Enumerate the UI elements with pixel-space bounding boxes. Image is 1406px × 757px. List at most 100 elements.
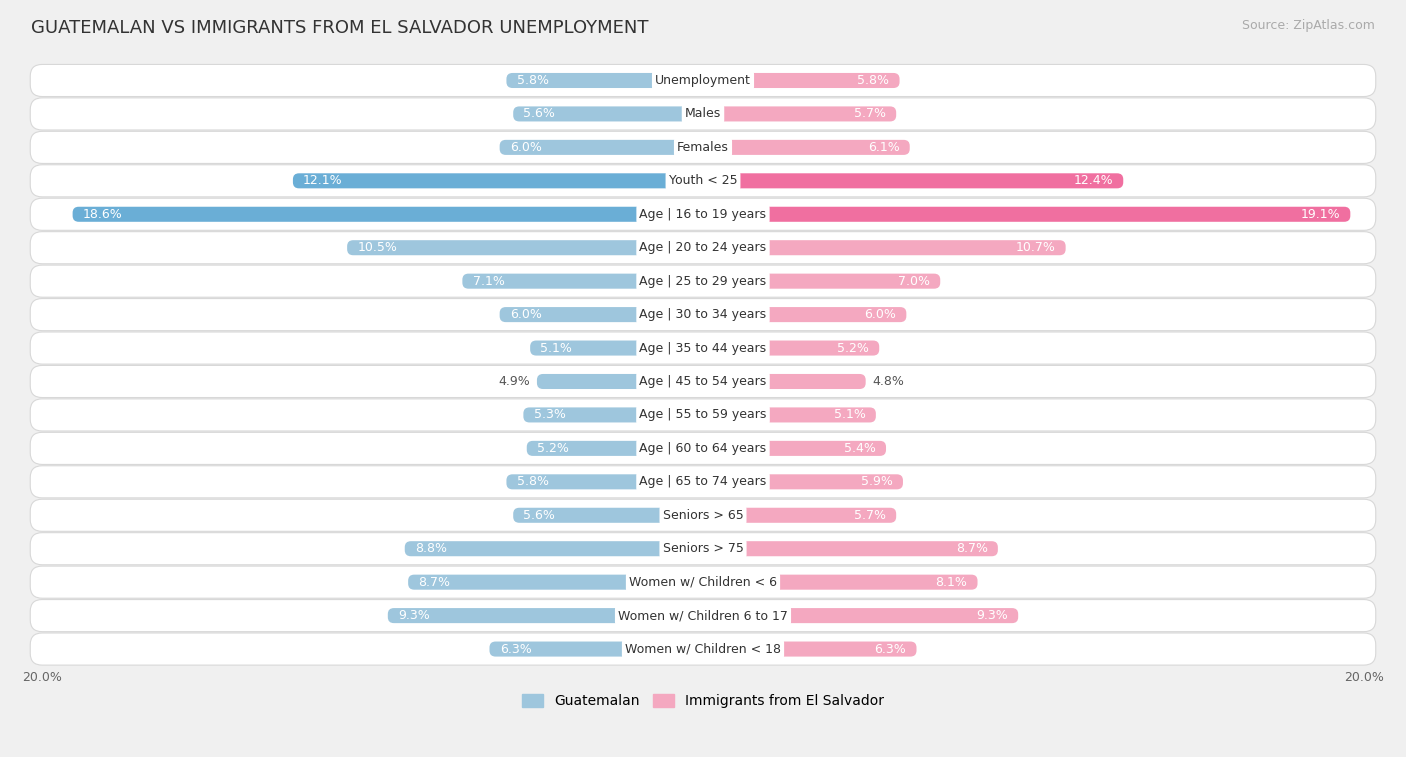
Text: Age | 16 to 19 years: Age | 16 to 19 years: [640, 207, 766, 221]
Text: Women w/ Children < 18: Women w/ Children < 18: [626, 643, 780, 656]
Text: 8.7%: 8.7%: [419, 575, 450, 589]
Text: Youth < 25: Youth < 25: [669, 174, 737, 187]
Text: 5.4%: 5.4%: [844, 442, 876, 455]
Legend: Guatemalan, Immigrants from El Salvador: Guatemalan, Immigrants from El Salvador: [516, 689, 890, 714]
FancyBboxPatch shape: [31, 198, 1375, 230]
Text: 5.1%: 5.1%: [834, 409, 866, 422]
Text: 5.8%: 5.8%: [516, 475, 548, 488]
FancyBboxPatch shape: [703, 273, 941, 288]
FancyBboxPatch shape: [31, 131, 1375, 164]
FancyBboxPatch shape: [292, 173, 703, 188]
Text: 5.1%: 5.1%: [540, 341, 572, 354]
FancyBboxPatch shape: [31, 533, 1375, 565]
Text: Age | 60 to 64 years: Age | 60 to 64 years: [640, 442, 766, 455]
FancyBboxPatch shape: [527, 441, 703, 456]
Text: Age | 30 to 34 years: Age | 30 to 34 years: [640, 308, 766, 321]
Text: Males: Males: [685, 107, 721, 120]
Text: 12.4%: 12.4%: [1073, 174, 1114, 187]
FancyBboxPatch shape: [703, 608, 1018, 623]
FancyBboxPatch shape: [31, 332, 1375, 364]
Text: 5.3%: 5.3%: [533, 409, 565, 422]
FancyBboxPatch shape: [31, 265, 1375, 298]
FancyBboxPatch shape: [31, 600, 1375, 631]
Text: 5.2%: 5.2%: [537, 442, 569, 455]
Text: 4.8%: 4.8%: [873, 375, 904, 388]
Text: 10.5%: 10.5%: [357, 241, 396, 254]
FancyBboxPatch shape: [506, 73, 703, 88]
FancyBboxPatch shape: [703, 575, 977, 590]
FancyBboxPatch shape: [499, 307, 703, 322]
FancyBboxPatch shape: [513, 107, 703, 121]
Text: Source: ZipAtlas.com: Source: ZipAtlas.com: [1241, 19, 1375, 32]
FancyBboxPatch shape: [703, 541, 998, 556]
FancyBboxPatch shape: [489, 641, 703, 656]
FancyBboxPatch shape: [408, 575, 703, 590]
FancyBboxPatch shape: [703, 475, 903, 489]
FancyBboxPatch shape: [703, 374, 866, 389]
FancyBboxPatch shape: [31, 399, 1375, 431]
Text: 9.3%: 9.3%: [976, 609, 1008, 622]
FancyBboxPatch shape: [703, 307, 907, 322]
Text: Age | 65 to 74 years: Age | 65 to 74 years: [640, 475, 766, 488]
Text: Age | 35 to 44 years: Age | 35 to 44 years: [640, 341, 766, 354]
FancyBboxPatch shape: [31, 366, 1375, 397]
Text: Age | 55 to 59 years: Age | 55 to 59 years: [640, 409, 766, 422]
Text: 6.3%: 6.3%: [875, 643, 907, 656]
Text: 5.6%: 5.6%: [523, 509, 555, 522]
Text: 6.0%: 6.0%: [510, 308, 541, 321]
Text: 6.0%: 6.0%: [865, 308, 896, 321]
Text: 9.3%: 9.3%: [398, 609, 430, 622]
Text: 5.8%: 5.8%: [858, 74, 890, 87]
FancyBboxPatch shape: [537, 374, 703, 389]
FancyBboxPatch shape: [31, 566, 1375, 598]
FancyBboxPatch shape: [31, 499, 1375, 531]
FancyBboxPatch shape: [703, 207, 1350, 222]
FancyBboxPatch shape: [31, 232, 1375, 263]
Text: 6.1%: 6.1%: [868, 141, 900, 154]
FancyBboxPatch shape: [513, 508, 703, 523]
Text: 10.7%: 10.7%: [1015, 241, 1056, 254]
Text: 6.3%: 6.3%: [499, 643, 531, 656]
Text: 8.8%: 8.8%: [415, 542, 447, 555]
FancyBboxPatch shape: [703, 140, 910, 155]
Text: 5.7%: 5.7%: [853, 509, 886, 522]
FancyBboxPatch shape: [31, 64, 1375, 97]
FancyBboxPatch shape: [703, 173, 1123, 188]
FancyBboxPatch shape: [523, 407, 703, 422]
FancyBboxPatch shape: [405, 541, 703, 556]
Text: GUATEMALAN VS IMMIGRANTS FROM EL SALVADOR UNEMPLOYMENT: GUATEMALAN VS IMMIGRANTS FROM EL SALVADO…: [31, 19, 648, 37]
FancyBboxPatch shape: [31, 98, 1375, 130]
Text: 19.1%: 19.1%: [1301, 207, 1340, 221]
FancyBboxPatch shape: [347, 240, 703, 255]
FancyBboxPatch shape: [31, 432, 1375, 465]
FancyBboxPatch shape: [31, 165, 1375, 197]
Text: 5.7%: 5.7%: [853, 107, 886, 120]
Text: Seniors > 75: Seniors > 75: [662, 542, 744, 555]
FancyBboxPatch shape: [703, 641, 917, 656]
FancyBboxPatch shape: [530, 341, 703, 356]
Text: 8.1%: 8.1%: [935, 575, 967, 589]
Text: Age | 25 to 29 years: Age | 25 to 29 years: [640, 275, 766, 288]
Text: 18.6%: 18.6%: [83, 207, 122, 221]
FancyBboxPatch shape: [703, 73, 900, 88]
FancyBboxPatch shape: [703, 107, 896, 121]
FancyBboxPatch shape: [31, 466, 1375, 498]
Text: Unemployment: Unemployment: [655, 74, 751, 87]
Text: Women w/ Children 6 to 17: Women w/ Children 6 to 17: [619, 609, 787, 622]
Text: 7.1%: 7.1%: [472, 275, 505, 288]
Text: 6.0%: 6.0%: [510, 141, 541, 154]
Text: 20.0%: 20.0%: [1344, 671, 1385, 684]
Text: 7.0%: 7.0%: [898, 275, 931, 288]
Text: 12.1%: 12.1%: [304, 174, 343, 187]
FancyBboxPatch shape: [703, 240, 1066, 255]
FancyBboxPatch shape: [31, 298, 1375, 331]
Text: Age | 20 to 24 years: Age | 20 to 24 years: [640, 241, 766, 254]
FancyBboxPatch shape: [73, 207, 703, 222]
FancyBboxPatch shape: [506, 475, 703, 489]
Text: Females: Females: [678, 141, 728, 154]
FancyBboxPatch shape: [463, 273, 703, 288]
Text: 5.2%: 5.2%: [837, 341, 869, 354]
FancyBboxPatch shape: [703, 407, 876, 422]
Text: 5.9%: 5.9%: [860, 475, 893, 488]
Text: Seniors > 65: Seniors > 65: [662, 509, 744, 522]
